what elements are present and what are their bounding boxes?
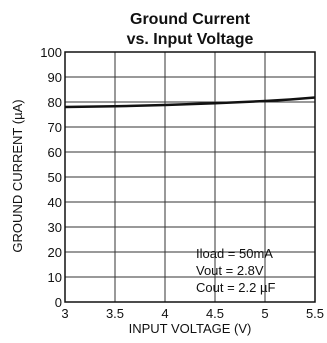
y-tick-label: 30 [48, 220, 62, 235]
series-group [64, 96, 316, 109]
y-tick-label: 60 [48, 145, 62, 160]
y-tick-label: 40 [48, 195, 62, 210]
x-tick-label: 4.5 [206, 306, 224, 321]
annotation-cout: Cout = 2.2 µF [196, 280, 275, 295]
y-axis-label: GROUND CURRENT (µA) [10, 99, 25, 252]
y-tick-label: 10 [48, 270, 62, 285]
y-tick-label: 70 [48, 120, 62, 135]
y-tick-label: 80 [48, 95, 62, 110]
x-tick-label: 5 [261, 306, 268, 321]
plot-frame [64, 51, 316, 303]
annotations: Iload = 50mA Vout = 2.8V Cout = 2.2 µF [196, 246, 275, 295]
y-tick-label: 100 [40, 45, 62, 60]
x-tick-label: 3.5 [106, 306, 124, 321]
y-tick-label: 0 [55, 295, 62, 310]
series-line [64, 96, 316, 109]
x-axis-label: INPUT VOLTAGE (V) [129, 321, 252, 336]
x-tick-label: 3 [61, 306, 68, 321]
chart-title-line-1: Ground Current [130, 11, 251, 28]
y-tick-label: 90 [48, 70, 62, 85]
chart-title-line-2: vs. Input Voltage [127, 31, 254, 48]
grid [64, 51, 316, 303]
annotation-iload: Iload = 50mA [196, 246, 273, 261]
y-tick-labels: 0 10 20 30 40 50 60 70 80 90 100 [40, 45, 62, 310]
x-tick-labels: 3 3.5 4 4.5 5 5.5 [61, 306, 324, 321]
y-tick-label: 50 [48, 170, 62, 185]
annotation-vout: Vout = 2.8V [196, 263, 264, 278]
x-tick-label: 4 [161, 306, 168, 321]
x-tick-label: 5.5 [306, 306, 324, 321]
y-tick-label: 20 [48, 245, 62, 260]
